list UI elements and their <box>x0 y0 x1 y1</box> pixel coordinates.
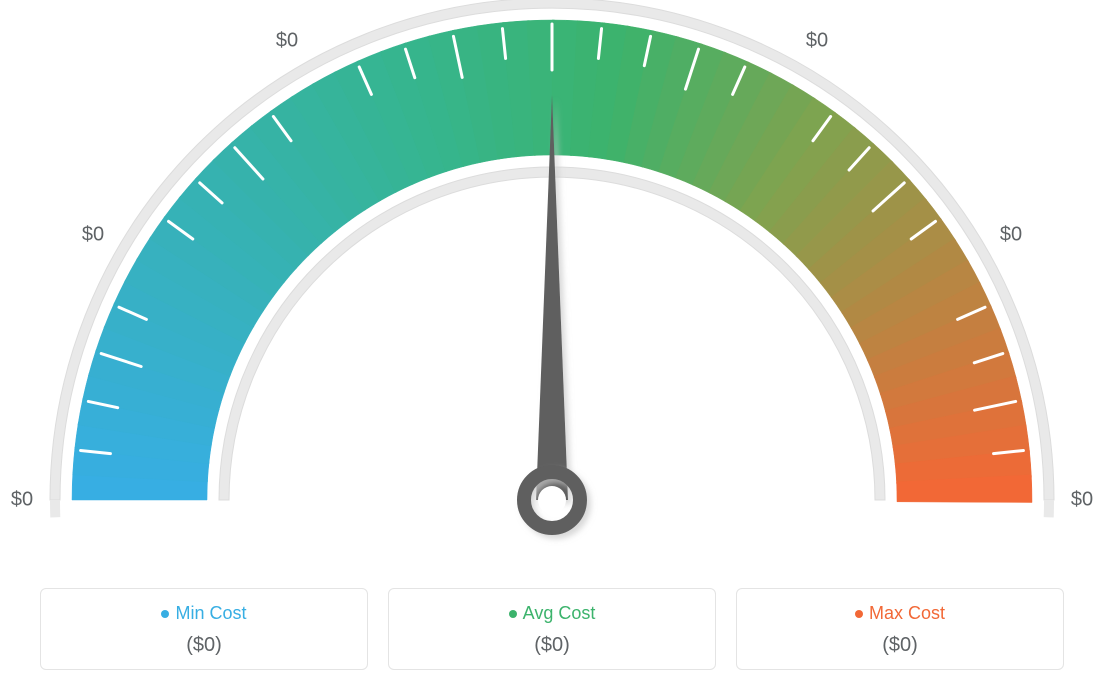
gauge-tick-label: $0 <box>806 30 828 53</box>
legend-label: Max Cost <box>869 603 945 623</box>
legend-title: Min Cost <box>51 603 357 624</box>
gauge-tick-label: $0 <box>11 489 33 512</box>
legend-value: ($0) <box>747 634 1053 657</box>
gauge-tick-label: $0 <box>82 224 104 247</box>
gauge-chart: $0$0$0$0$0$0$0 Min Cost($0)Avg Cost($0)M… <box>0 0 1104 690</box>
gauge-tick-label: $0 <box>276 30 298 53</box>
legend-label: Min Cost <box>175 603 246 623</box>
legend-card: Avg Cost ($0) <box>388 588 716 670</box>
gauge-tick-label: $0 <box>1000 224 1022 247</box>
legend-card: Max Cost ($0) <box>736 588 1064 670</box>
legend-value: ($0) <box>399 634 705 657</box>
legend-dot-icon <box>161 610 169 618</box>
gauge-tick-label: $0 <box>1071 489 1093 512</box>
gauge-svg <box>0 0 1104 560</box>
legend-label: Avg Cost <box>523 603 596 623</box>
legend-dot-icon <box>509 610 517 618</box>
legend-row: Min Cost ($0) Avg Cost ($0) Max Cost ($0) <box>40 588 1064 670</box>
legend-title: Max Cost <box>747 603 1053 624</box>
legend-dot-icon <box>855 610 863 618</box>
gauge-needle <box>536 95 568 500</box>
legend-card: Min Cost ($0) <box>40 588 368 670</box>
legend-title: Avg Cost <box>399 603 705 624</box>
legend-value: ($0) <box>51 634 357 657</box>
gauge-area: $0$0$0$0$0$0$0 <box>0 0 1104 560</box>
